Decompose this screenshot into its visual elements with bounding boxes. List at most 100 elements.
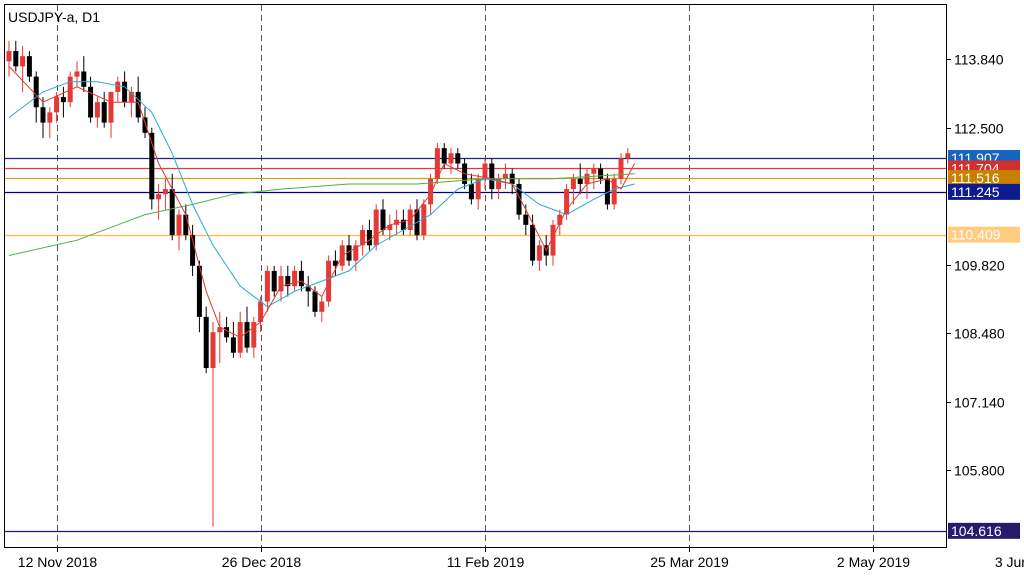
candle — [183, 204, 189, 241]
candle — [618, 153, 624, 184]
candle-body — [475, 178, 481, 200]
candle — [326, 255, 332, 307]
candle — [20, 45, 26, 92]
candle — [625, 148, 631, 164]
candle-body — [176, 214, 182, 236]
ma-slow-line — [8, 173, 635, 256]
candle-body — [523, 214, 529, 225]
candle-body — [380, 209, 386, 230]
candle-body — [217, 327, 223, 333]
candle — [332, 250, 338, 276]
candle-body — [203, 316, 209, 369]
candle — [156, 183, 162, 220]
candle — [196, 260, 202, 333]
candle-body — [251, 322, 257, 348]
candle — [74, 61, 80, 87]
candle-body — [360, 229, 366, 246]
y-tick-label: 108.480 — [954, 326, 1005, 342]
ma-mid-line — [8, 81, 635, 308]
price-level-label-text: 104.616 — [951, 523, 1002, 539]
candle-body — [278, 276, 284, 292]
candle — [81, 56, 87, 92]
candle-body — [142, 117, 148, 133]
candle — [448, 148, 454, 174]
candle-body — [394, 219, 400, 225]
candle-body — [196, 265, 202, 317]
candle — [611, 173, 617, 210]
price-level-label: 111.245 — [948, 183, 1020, 200]
candle-body — [292, 270, 298, 287]
candle — [421, 199, 427, 241]
candle — [360, 224, 366, 256]
candle — [298, 260, 304, 292]
price-level-label-text: 111.516 — [951, 170, 1000, 186]
candle-body — [101, 102, 107, 123]
candle — [604, 173, 610, 210]
candle-body — [264, 270, 270, 302]
candle-body — [20, 56, 26, 67]
candle-body — [604, 178, 610, 205]
candle-body — [74, 71, 80, 77]
candle — [122, 71, 128, 108]
candle-body — [115, 81, 121, 92]
candle-body — [421, 204, 427, 236]
candle-body — [530, 224, 536, 261]
candle-body — [149, 132, 155, 200]
candle — [162, 178, 168, 210]
price-level-label-text: 110.409 — [951, 227, 1001, 243]
candle — [387, 214, 393, 241]
x-tick-label: 3 Jun 2019 — [995, 554, 1024, 570]
candle-body — [13, 51, 19, 67]
candle-body — [489, 163, 495, 190]
candle-body — [156, 194, 162, 200]
price-level-label-bg — [948, 170, 1020, 187]
candle-body — [611, 178, 617, 205]
candle — [285, 265, 291, 297]
candle-body — [353, 245, 359, 261]
candle-body — [230, 337, 236, 353]
candle — [47, 107, 53, 138]
candle-body — [591, 168, 597, 174]
candle — [217, 311, 223, 363]
candle-body — [298, 270, 304, 287]
candle — [455, 148, 461, 169]
candle-body — [54, 97, 60, 113]
candle-body — [94, 102, 100, 118]
candle-body — [448, 153, 454, 164]
candle — [264, 265, 270, 312]
candle — [570, 173, 576, 205]
chart-title: USDJPY-a, D1 — [8, 9, 100, 25]
price-level-label: 111.516 — [948, 170, 1020, 187]
candle — [190, 224, 196, 276]
candle-body — [40, 107, 46, 123]
price-level-label: 110.409 — [948, 226, 1020, 243]
candle-body — [108, 91, 114, 123]
candle-body — [183, 214, 189, 236]
candle-body — [285, 276, 291, 287]
candle-body — [326, 260, 332, 302]
candle-body — [122, 81, 128, 103]
candle — [94, 97, 100, 128]
candle — [271, 265, 277, 297]
x-tick-label: 25 Mar 2019 — [650, 554, 729, 570]
candle-body — [47, 112, 53, 123]
candle — [115, 76, 121, 103]
x-tick-label: 26 Dec 2018 — [222, 554, 302, 570]
candle-body — [128, 91, 134, 103]
x-tick-label: 12 Nov 2018 — [18, 554, 98, 570]
candle — [353, 240, 359, 271]
candle-body — [305, 286, 311, 292]
price-level-label-bg — [948, 522, 1020, 539]
candle-body — [244, 322, 250, 348]
candle — [88, 76, 94, 123]
candle — [101, 91, 107, 128]
candle — [108, 91, 114, 138]
candle-body — [312, 291, 318, 312]
candle-body — [60, 97, 66, 103]
candle — [210, 322, 216, 527]
candle-body — [536, 245, 542, 261]
candle — [26, 51, 32, 82]
candle — [346, 235, 352, 266]
